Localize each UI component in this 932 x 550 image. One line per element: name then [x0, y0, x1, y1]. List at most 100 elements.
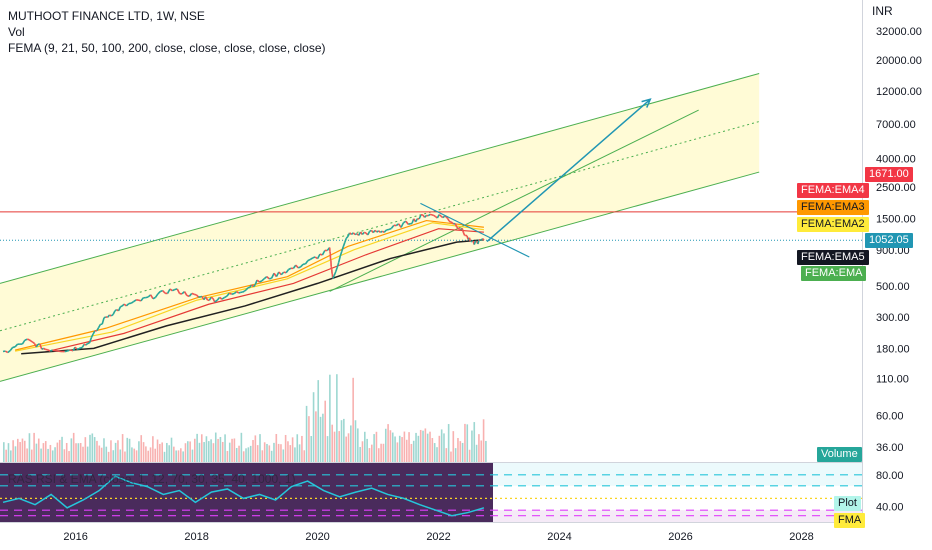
volume-bar — [110, 440, 112, 462]
price-segment — [169, 288, 173, 292]
volume-bar — [471, 430, 473, 462]
price-tick-label: 7000.00 — [876, 119, 916, 131]
volume-bar — [445, 448, 448, 462]
price-segment — [112, 310, 116, 315]
volume-bar — [275, 433, 278, 462]
price-segment — [85, 342, 89, 346]
volume-bar — [438, 435, 441, 462]
ema-line-4 — [21, 239, 484, 355]
volume-bar — [75, 443, 77, 462]
price-segment — [236, 290, 240, 294]
time-tick-label: 2024 — [547, 531, 571, 543]
volume-bar — [249, 445, 252, 462]
volume-bar — [23, 440, 26, 462]
price-segment — [369, 229, 372, 233]
volume-bar — [315, 411, 317, 462]
volume-bar — [180, 448, 182, 462]
price-segment — [208, 296, 212, 301]
price-segment — [341, 246, 345, 252]
volume-bar — [133, 448, 136, 462]
fema-legend[interactable]: FEMA (9, 21, 50, 100, 200, close, close,… — [8, 41, 326, 55]
price-segment — [478, 238, 481, 241]
volume-bar — [3, 442, 5, 462]
price-segment — [479, 239, 482, 242]
price-segment — [429, 213, 433, 216]
volume-bar — [187, 441, 189, 462]
price-segment — [256, 279, 260, 283]
volume-bar — [65, 442, 68, 462]
price-segment — [266, 275, 270, 280]
volume-bar — [426, 433, 429, 462]
price-segment — [121, 303, 125, 307]
volume-bar — [331, 424, 334, 462]
volume-bar — [28, 433, 31, 462]
volume-bar — [440, 429, 443, 462]
price-segment — [268, 277, 272, 280]
volume-bar — [49, 444, 52, 462]
time-tick-label: 2022 — [426, 531, 450, 543]
volume-bar — [347, 433, 350, 462]
volume-bar — [247, 447, 250, 462]
ema-tag: FEMA:EMA — [801, 266, 867, 281]
volume-bar — [387, 424, 389, 462]
price-segment — [433, 214, 436, 218]
price-segment — [231, 292, 235, 295]
volume-legend[interactable]: Vol — [8, 25, 25, 39]
price-segment — [374, 229, 378, 233]
volume-bar — [391, 432, 394, 462]
price-segment — [442, 215, 446, 219]
time-tick-label: 2020 — [305, 531, 329, 543]
time-tick-label: 2016 — [63, 531, 87, 543]
price-segment — [103, 316, 107, 319]
price-segment — [160, 289, 163, 293]
volume-bar — [228, 442, 231, 462]
volume-bar — [219, 436, 222, 462]
volume-bar — [478, 434, 480, 462]
volume-bar — [163, 451, 166, 462]
price-segment — [242, 290, 245, 293]
volume-bar — [42, 443, 45, 462]
volume-bar — [212, 443, 215, 462]
rsi-legend[interactable]: RAS RSI & EMA (close, 1, 12, 70, 30, 35,… — [8, 472, 296, 486]
volume-bar — [19, 442, 21, 462]
price-segment — [349, 232, 352, 236]
volume-bar — [289, 445, 292, 462]
volume-bar — [343, 418, 345, 462]
volume-bar — [450, 451, 452, 462]
rsi-line — [2, 475, 485, 517]
price-segment — [259, 280, 263, 283]
volume-bar — [184, 443, 187, 462]
rsi-background — [0, 463, 493, 522]
plot-tag: Plot — [834, 496, 861, 511]
price-segment — [331, 275, 335, 279]
rsi-pane[interactable] — [0, 463, 862, 522]
volume-bar — [401, 437, 403, 462]
volume-bar — [173, 446, 175, 462]
price-segment — [381, 230, 385, 233]
volume-bar — [126, 437, 129, 462]
volume-bar — [312, 392, 315, 462]
price-tick-label: 4000.00 — [876, 153, 916, 165]
price-segment — [238, 291, 242, 294]
ema-line-3 — [45, 228, 484, 353]
time-tick-label: 2026 — [668, 531, 692, 543]
price-segment — [43, 347, 46, 351]
symbol-title[interactable]: MUTHOOT FINANCE LTD, 1W, NSE — [8, 9, 205, 23]
volume-bar — [210, 439, 212, 462]
drawings[interactable] — [420, 98, 652, 258]
volume-bar — [233, 438, 236, 462]
price-segment — [174, 288, 178, 291]
volume-bar — [350, 425, 352, 462]
price-segment — [307, 258, 311, 262]
volume-bar — [240, 432, 243, 462]
volume-bar — [375, 431, 378, 462]
volume-bar — [168, 445, 170, 462]
price-segment — [9, 346, 14, 351]
price-segment — [186, 294, 190, 298]
volume-bar — [47, 448, 49, 462]
volume-bar — [224, 434, 226, 462]
price-segment — [300, 263, 304, 268]
price-segment — [12, 346, 16, 349]
price-segment — [92, 330, 96, 335]
